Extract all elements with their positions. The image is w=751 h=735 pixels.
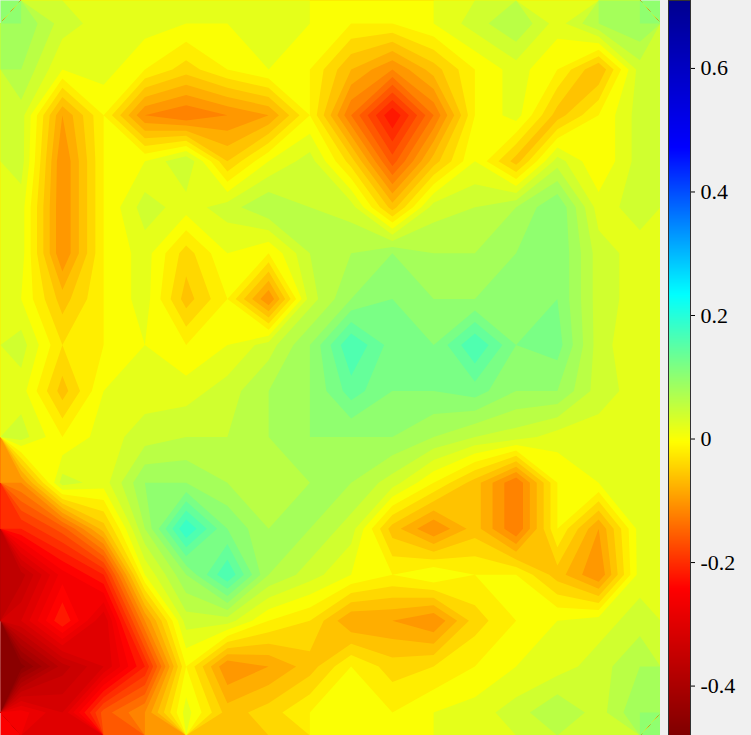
svg-text:0.6: 0.6	[701, 55, 729, 80]
svg-text:0.4: 0.4	[701, 179, 729, 204]
svg-text:-0.4: -0.4	[701, 673, 736, 698]
svg-text:0.2: 0.2	[701, 303, 729, 328]
svg-text:0: 0	[701, 426, 712, 451]
svg-text:-0.2: -0.2	[701, 550, 736, 575]
